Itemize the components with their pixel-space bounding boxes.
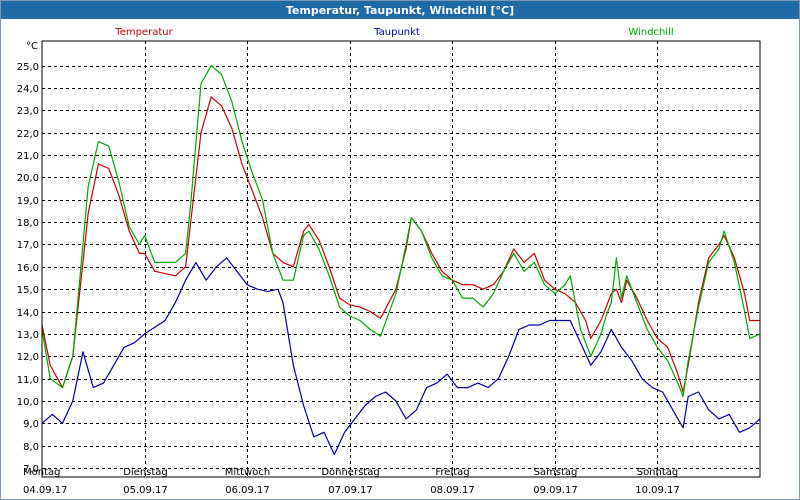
legend-temperatur: Temperatur [114, 27, 173, 38]
y-tick-label: 18,0 [17, 218, 39, 229]
series-lines [41, 64, 761, 456]
y-tick-label: 22,0 [17, 129, 39, 140]
y-tick-label: 7,0 [23, 464, 39, 475]
y-tick-label: 17,0 [17, 240, 39, 251]
y-tick-label: 15,0 [17, 285, 39, 296]
grid [42, 41, 760, 477]
plot-frame [41, 40, 761, 478]
y-tick-label: 10,0 [17, 397, 39, 408]
x-day-label: Donnerstag [321, 467, 379, 478]
series-line-temperatur [41, 96, 760, 393]
y-tick-labels: 7,0 8,0 9,0 10,0 11,0 12,0 13,0 14,0 15,0 16,0 17,… [17, 62, 39, 475]
x-day-label: Dienstag [123, 467, 168, 478]
y-tick-label: 14,0 [17, 308, 39, 319]
y-tick-label: 25,0 [17, 62, 39, 73]
line-chart: Temperatur Taupunkt Windchill °C 7,0 8,0 9… [1, 19, 799, 499]
chart-background [1, 19, 799, 499]
y-tick-label: 21,0 [17, 151, 39, 162]
x-day-label: Freitag [435, 467, 469, 478]
x-date-label: 06.09.17 [225, 485, 270, 496]
x-date-label: 04.09.17 [23, 485, 68, 496]
series-line-taupunkt [41, 257, 761, 456]
window-title: Temperatur, Taupunkt, Windchill [°C] [1, 1, 799, 19]
series-line-windchill [41, 64, 761, 398]
x-date-label: 05.09.17 [123, 485, 168, 496]
x-day-label: Samstag [534, 467, 578, 478]
y-tick-label: 11,0 [17, 375, 39, 386]
y-tick-label: 19,0 [17, 196, 39, 207]
y-tick-label: 20,0 [17, 173, 39, 184]
x-date-label: 09.09.17 [533, 485, 578, 496]
legend-taupunkt: Taupunkt [373, 27, 420, 38]
y-tick-label: 8,0 [23, 442, 39, 453]
x-date-label: 07.09.17 [328, 485, 373, 496]
x-tick-labels: Montag04.09.17Dienstag05.09.17Mittwoch06… [23, 467, 680, 496]
y-tick-label: 23,0 [17, 106, 39, 117]
y-tick-label: 13,0 [17, 330, 39, 341]
x-date-label: 10.09.17 [635, 485, 680, 496]
y-axis-unit: °C [26, 41, 38, 52]
x-day-label: Mittwoch [225, 467, 270, 478]
x-date-label: 08.09.17 [430, 485, 475, 496]
y-tick-label: 16,0 [17, 263, 39, 274]
y-tick-label: 24,0 [17, 84, 39, 95]
x-day-label: Sonntag [637, 467, 679, 478]
legend-windchill: Windchill [628, 27, 673, 38]
y-tick-label: 12,0 [17, 352, 39, 363]
y-tick-label: 9,0 [23, 419, 39, 430]
